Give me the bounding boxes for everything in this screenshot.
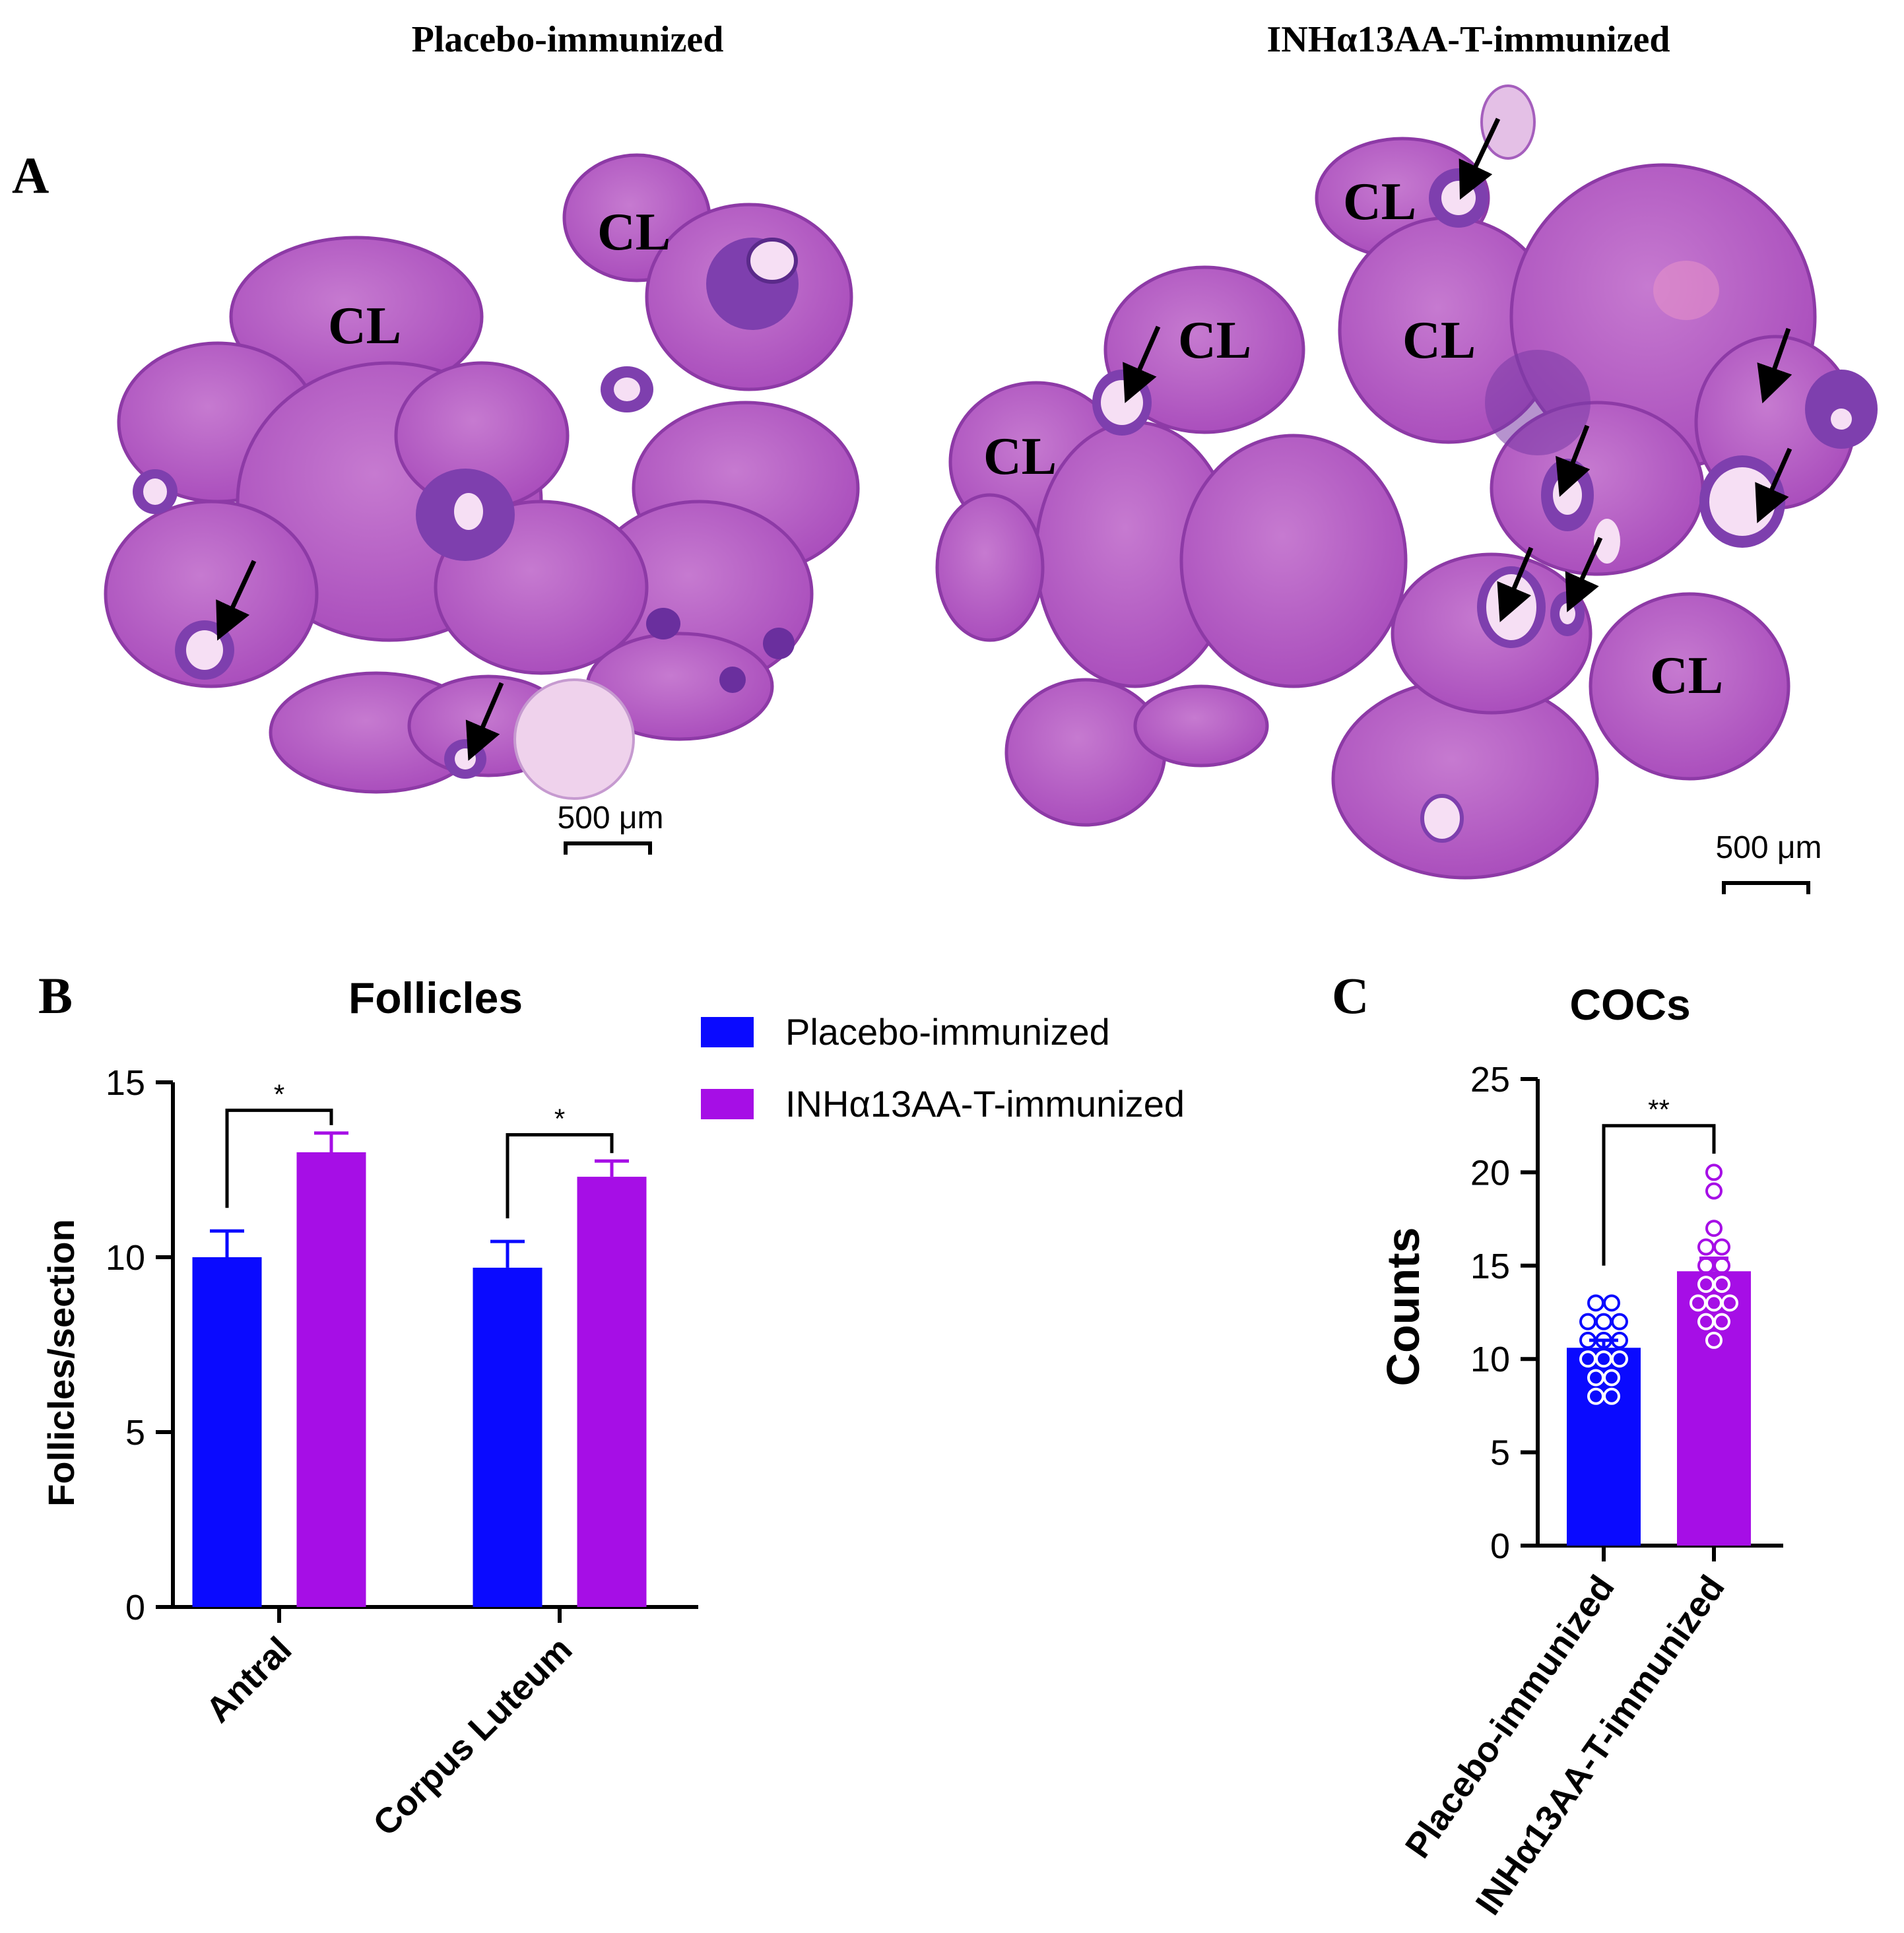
arrow-icon [1497, 546, 1534, 622]
data-point [1705, 1182, 1723, 1200]
chart-c-plot: 0510152025Placebo-immunizedINHα13AA-T-im… [1398, 1060, 1783, 1922]
arrow-icon [1556, 424, 1591, 498]
data-point [1705, 1220, 1723, 1237]
arrow-icon [465, 682, 504, 761]
arrow-icon [1755, 447, 1792, 523]
legend-label-placebo: Placebo-immunized [785, 1011, 1110, 1053]
panel-c-letter: C [1332, 967, 1369, 1024]
y-tick-label: 15 [106, 1063, 145, 1103]
scale-bar-placebo: 500 μm [557, 801, 664, 855]
histology-section-placebo [104, 153, 860, 794]
y-tick-label: 10 [1470, 1340, 1510, 1379]
significance-bracket [225, 1108, 333, 1208]
panel-a: A Placebo-immunized INHα13AA-T-immunized [12, 19, 1878, 894]
data-point [1611, 1331, 1628, 1349]
arrow-icon [1123, 325, 1161, 403]
arrow-icon [1459, 117, 1501, 200]
x-tick-label: Corpus Luteum [366, 1629, 580, 1844]
cl-label: CL [1343, 173, 1416, 231]
data-point [1713, 1276, 1730, 1294]
y-tick-label: 15 [1470, 1247, 1510, 1286]
panel-b-letter: B [38, 967, 73, 1024]
y-tick-label: 25 [1470, 1060, 1510, 1099]
data-point [1713, 1238, 1730, 1256]
legend-label-inh: INHα13AA-T-immunized [785, 1083, 1185, 1125]
cl-label: CL [1650, 647, 1723, 705]
follicle-arrows-inh [1123, 117, 1792, 622]
y-tick-label: 5 [1490, 1433, 1510, 1473]
significance-bracket [506, 1133, 614, 1219]
section-labels-inh: CL CL CL CL CL [983, 173, 1723, 705]
scale-bar-label: 500 μm [557, 801, 663, 835]
y-tick-label: 20 [1470, 1153, 1510, 1193]
data-point [1611, 1313, 1628, 1330]
scale-bar-label: 500 μm [1715, 830, 1822, 865]
chart-b-legend: Placebo-immunized INHα13AA-T-immunized [701, 1011, 1185, 1125]
bar [192, 1257, 262, 1607]
panel-a-letter: A [12, 147, 49, 204]
data-point [1603, 1294, 1620, 1312]
chart-b-title: Follicles [348, 973, 523, 1022]
data-point [1587, 1294, 1604, 1312]
data-point [1595, 1313, 1612, 1330]
y-tick-label: 0 [125, 1588, 145, 1627]
arrow-icon [1565, 537, 1603, 612]
legend-swatch-placebo [701, 1017, 754, 1047]
cl-label: CL [1402, 311, 1476, 370]
arrow-icon [216, 560, 257, 641]
data-point [1579, 1313, 1596, 1330]
data-point [1713, 1313, 1730, 1330]
chart-b-plot: 0 5 10 15 * Antral * Corpus Luteum [106, 1063, 698, 1844]
section-labels-placebo: CL CL [328, 203, 671, 355]
data-point [1697, 1238, 1715, 1256]
data-point [1603, 1387, 1620, 1405]
chart-c-title: COCs [1569, 980, 1690, 1029]
data-point [1603, 1369, 1620, 1387]
significance-label: ** [1648, 1094, 1670, 1125]
legend-swatch-inh [701, 1089, 754, 1119]
bar [296, 1152, 366, 1607]
arrow-icon [1757, 327, 1792, 404]
y-tick-label: 5 [125, 1413, 145, 1453]
bar [1677, 1271, 1751, 1546]
cl-label: CL [597, 203, 671, 261]
data-point [1713, 1257, 1730, 1274]
histology-section-placebo-detail [133, 238, 799, 800]
cl-label: CL [328, 297, 401, 355]
significance-label: * [554, 1103, 565, 1134]
chart-c-ylabel: Counts [1377, 1227, 1429, 1386]
bar [577, 1177, 647, 1607]
data-point [1697, 1257, 1715, 1274]
panel-a-left-title: Placebo-immunized [412, 19, 724, 60]
follicle-arrows-placebo [216, 560, 504, 761]
y-tick-label: 10 [106, 1238, 145, 1278]
chart-b-ylabel: Follicles/section [40, 1219, 82, 1507]
bar [473, 1267, 542, 1607]
data-point [1705, 1331, 1723, 1349]
y-tick-label: 0 [1490, 1526, 1510, 1566]
cl-label: CL [983, 428, 1057, 486]
data-point [1611, 1350, 1628, 1368]
significance-bracket [1602, 1124, 1716, 1266]
panel-c: C COCs Counts 0 5 10 15 20 25 Placebo-immunize… [1332, 967, 1783, 1922]
cl-label: CL [1178, 311, 1251, 370]
data-point [1721, 1294, 1738, 1312]
significance-label: * [274, 1078, 284, 1109]
x-tick-label: Antral [199, 1629, 300, 1730]
panel-b: B Follicles Follicles/section 0 5 10 15 * Ant… [38, 967, 1185, 1844]
panel-a-right-title: INHα13AA-T-immunized [1267, 19, 1670, 60]
data-point [1705, 1163, 1723, 1181]
x-tick-label: Placebo-immunized [1398, 1568, 1622, 1865]
scale-bar-inh: 500 μm [1715, 830, 1822, 894]
